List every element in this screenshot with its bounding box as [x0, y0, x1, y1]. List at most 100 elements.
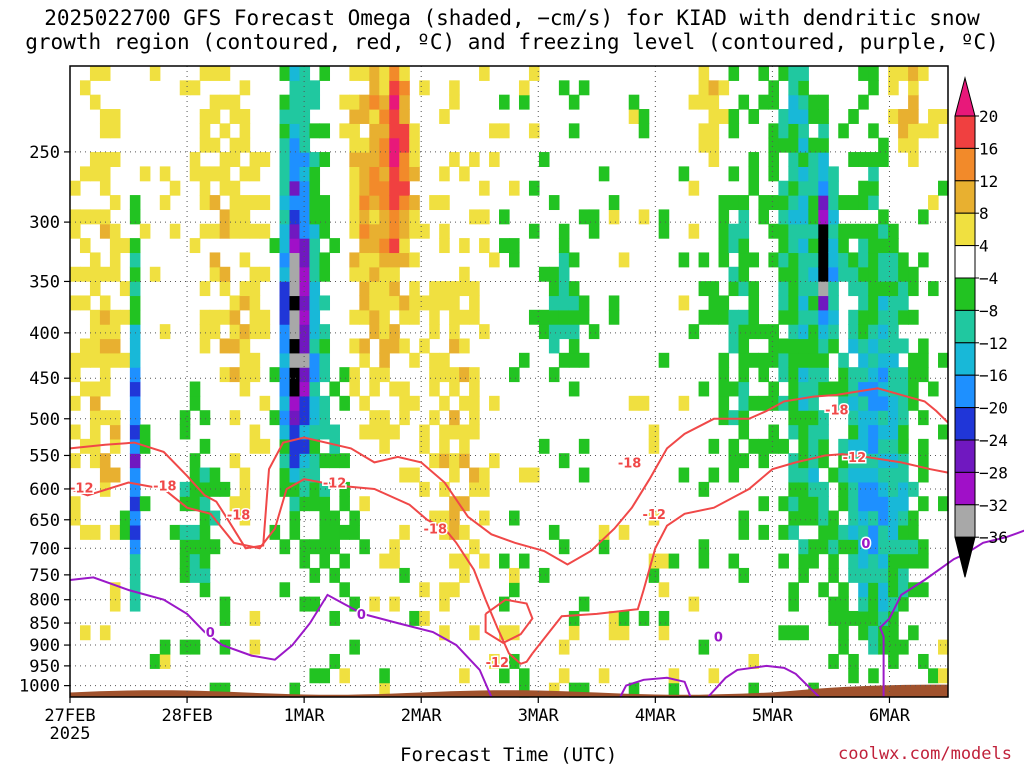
- omega-cell: [449, 381, 460, 397]
- omega-cell: [558, 539, 570, 555]
- omega-cell: [798, 496, 809, 512]
- omega-cell: [379, 123, 390, 139]
- omega-cell: [299, 496, 311, 512]
- credit-link[interactable]: coolwx.com/models: [838, 744, 1012, 764]
- omega-cell: [788, 338, 799, 354]
- omega-cell: [798, 195, 809, 211]
- omega-cell: [828, 309, 839, 325]
- omega-cell: [778, 367, 789, 383]
- omega-cell: [548, 524, 560, 540]
- omega-cell: [269, 410, 281, 426]
- omega-cell: [379, 66, 390, 81]
- omega-cell: [429, 295, 440, 311]
- omega-cell: [309, 467, 321, 483]
- omega-cell: [558, 252, 570, 268]
- omega-cell: [838, 539, 849, 555]
- omega-cell: [89, 152, 101, 167]
- omega-cell: [778, 252, 789, 268]
- omega-cell: [279, 539, 291, 555]
- omega-cell: [708, 109, 720, 124]
- omega-cell: [728, 281, 740, 297]
- omega-cell: [79, 338, 91, 354]
- omega-cell: [938, 668, 949, 684]
- omega-cell: [379, 238, 390, 254]
- omega-cell: [698, 80, 710, 96]
- omega-cell: [289, 123, 301, 139]
- omega-cell: [109, 309, 121, 325]
- omega-cell: [868, 582, 879, 598]
- omega-cell: [728, 66, 740, 81]
- y-tick-label: 750: [29, 566, 60, 586]
- omega-cell: [858, 625, 869, 641]
- omega-cell: [209, 324, 221, 340]
- omega-cell: [359, 295, 370, 311]
- omega-cell: [249, 281, 261, 297]
- omega-cell: [908, 524, 919, 540]
- omega-cell: [129, 238, 141, 254]
- omega-cell: [259, 309, 271, 325]
- omega-cell: [868, 524, 879, 540]
- omega-cell: [888, 367, 899, 383]
- omega-cell: [289, 252, 301, 268]
- omega-cell: [369, 80, 380, 96]
- omega-cell: [638, 123, 650, 139]
- y-tick-label: 500: [29, 410, 60, 430]
- omega-cell: [349, 596, 360, 612]
- omega-cell: [319, 510, 331, 526]
- omega-cell: [888, 295, 899, 311]
- omega-cell: [898, 539, 909, 555]
- omega-cell: [858, 553, 869, 569]
- omega-cell: [449, 94, 460, 110]
- omega-cell: [279, 438, 291, 454]
- omega-cell: [389, 252, 400, 268]
- omega-cell: [389, 424, 400, 440]
- omega-cell: [289, 453, 301, 469]
- omega-cell: [329, 610, 340, 626]
- omega-cell: [678, 252, 690, 268]
- omega-cell: [89, 324, 101, 340]
- colorbar-tick-label: −24: [979, 431, 1008, 450]
- omega-cell: [70, 424, 81, 440]
- omega-cell: [848, 524, 859, 540]
- omega-cell: [528, 223, 540, 239]
- omega-cell: [419, 80, 430, 96]
- omega-cell: [708, 80, 720, 96]
- omega-cell: [568, 381, 580, 397]
- omega-cell: [489, 123, 500, 139]
- omega-cell: [409, 252, 420, 268]
- omega-cell: [299, 295, 311, 311]
- omega-cell: [129, 381, 141, 397]
- omega-cell: [99, 467, 111, 483]
- omega-cell: [459, 166, 470, 182]
- omega-cell: [918, 66, 929, 81]
- omega-cell: [479, 238, 490, 254]
- omega-cell: [748, 309, 760, 325]
- omega-cell: [369, 424, 380, 440]
- omega-cell: [459, 496, 470, 512]
- omega-cell: [768, 123, 779, 139]
- omega-cell: [419, 424, 430, 440]
- omega-cell: [449, 582, 460, 598]
- omega-cell: [858, 610, 869, 626]
- omega-cell: [808, 553, 819, 569]
- omega-cell: [359, 338, 370, 354]
- omega-cell: [299, 438, 311, 454]
- omega-cell: [818, 324, 829, 340]
- omega-cell: [199, 123, 211, 139]
- omega-cell: [459, 281, 470, 297]
- omega-cell: [129, 453, 141, 469]
- omega-cell: [289, 137, 301, 153]
- omega-cell: [319, 352, 331, 368]
- omega-cell: [888, 338, 899, 354]
- omega-cell: [778, 625, 789, 641]
- omega-cell: [558, 238, 570, 254]
- omega-cell: [299, 539, 311, 555]
- omega-cell: [908, 395, 919, 411]
- omega-cell: [129, 281, 141, 297]
- omega-cell: [229, 295, 241, 311]
- omega-cell: [359, 209, 370, 225]
- omega-cell: [449, 496, 460, 512]
- omega-cell: [858, 596, 869, 612]
- omega-cell: [798, 367, 809, 383]
- omega-cell: [399, 223, 410, 239]
